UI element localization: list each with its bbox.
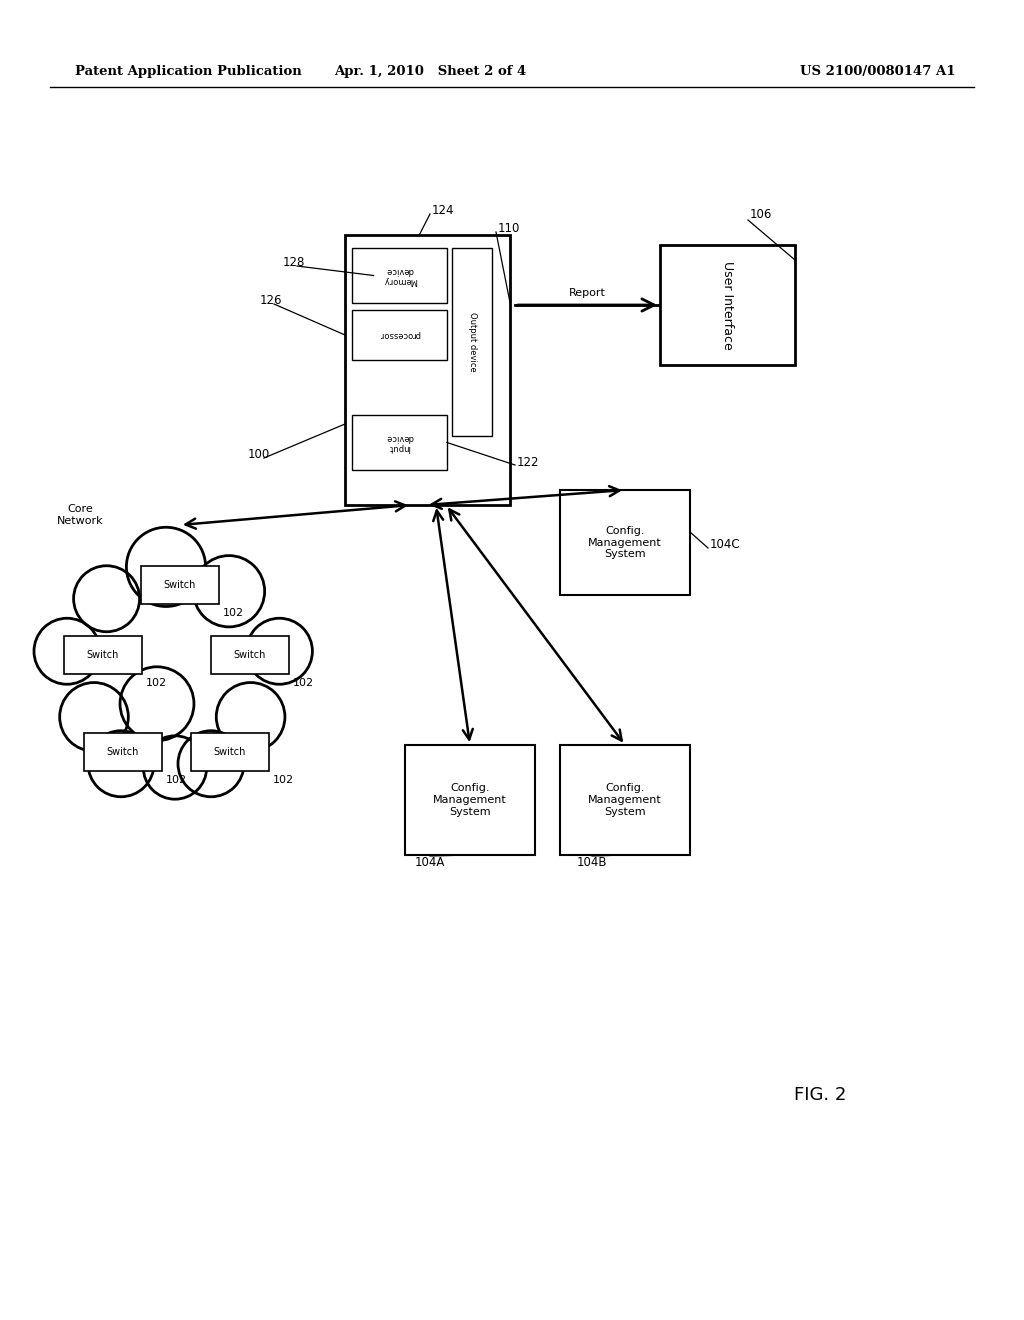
Bar xyxy=(560,744,690,855)
Text: Report: Report xyxy=(569,288,606,298)
Text: 128: 128 xyxy=(283,256,305,268)
Text: Config.
Management
System: Config. Management System xyxy=(588,525,662,560)
Bar xyxy=(560,490,690,595)
Text: 104A: 104A xyxy=(415,855,445,869)
Bar xyxy=(352,310,447,360)
Circle shape xyxy=(34,618,100,684)
Circle shape xyxy=(194,556,264,627)
Text: 104C: 104C xyxy=(710,539,740,552)
Text: Core
Network: Core Network xyxy=(56,504,103,525)
Text: FIG. 2: FIG. 2 xyxy=(794,1086,846,1104)
Text: 102: 102 xyxy=(146,678,167,688)
Text: 102: 102 xyxy=(166,775,187,785)
Bar xyxy=(191,733,269,771)
Bar xyxy=(63,636,142,675)
Text: Switch: Switch xyxy=(233,649,266,660)
Bar xyxy=(352,414,447,470)
Text: processor: processor xyxy=(379,330,420,339)
Text: 102: 102 xyxy=(293,678,314,688)
Bar xyxy=(211,636,289,675)
Circle shape xyxy=(143,735,207,799)
Text: User Interface: User Interface xyxy=(721,260,734,350)
Text: Switch: Switch xyxy=(164,579,197,590)
Text: Output device: Output device xyxy=(468,312,476,372)
Text: Switch: Switch xyxy=(214,747,246,756)
Bar xyxy=(84,733,162,771)
Bar xyxy=(352,248,447,304)
Text: 102: 102 xyxy=(223,609,244,618)
Text: 102: 102 xyxy=(273,775,294,785)
Text: Patent Application Publication: Patent Application Publication xyxy=(75,66,302,78)
Text: Config.
Management
System: Config. Management System xyxy=(588,783,662,817)
Bar xyxy=(660,246,795,366)
Text: 104B: 104B xyxy=(577,855,607,869)
Text: 124: 124 xyxy=(432,203,455,216)
Text: 122: 122 xyxy=(517,455,540,469)
Circle shape xyxy=(88,731,154,797)
Bar xyxy=(452,248,492,436)
Circle shape xyxy=(126,527,206,606)
Text: 126: 126 xyxy=(260,293,283,306)
Text: Input
device: Input device xyxy=(386,433,414,453)
Text: Switch: Switch xyxy=(106,747,139,756)
Text: Switch: Switch xyxy=(87,649,119,660)
Bar xyxy=(141,566,219,605)
Text: 100: 100 xyxy=(248,449,270,462)
Circle shape xyxy=(59,682,128,751)
Circle shape xyxy=(216,682,285,751)
Text: 106: 106 xyxy=(750,209,772,222)
Circle shape xyxy=(247,618,312,684)
Text: Memory
device: Memory device xyxy=(382,265,417,285)
Text: US 2100/0080147 A1: US 2100/0080147 A1 xyxy=(800,66,955,78)
Circle shape xyxy=(74,566,139,632)
Circle shape xyxy=(120,667,194,741)
Text: 110: 110 xyxy=(498,222,520,235)
Bar xyxy=(406,744,535,855)
Circle shape xyxy=(178,731,244,797)
Bar xyxy=(345,235,510,506)
Text: Config.
Management
System: Config. Management System xyxy=(433,783,507,817)
Text: Apr. 1, 2010   Sheet 2 of 4: Apr. 1, 2010 Sheet 2 of 4 xyxy=(334,66,526,78)
